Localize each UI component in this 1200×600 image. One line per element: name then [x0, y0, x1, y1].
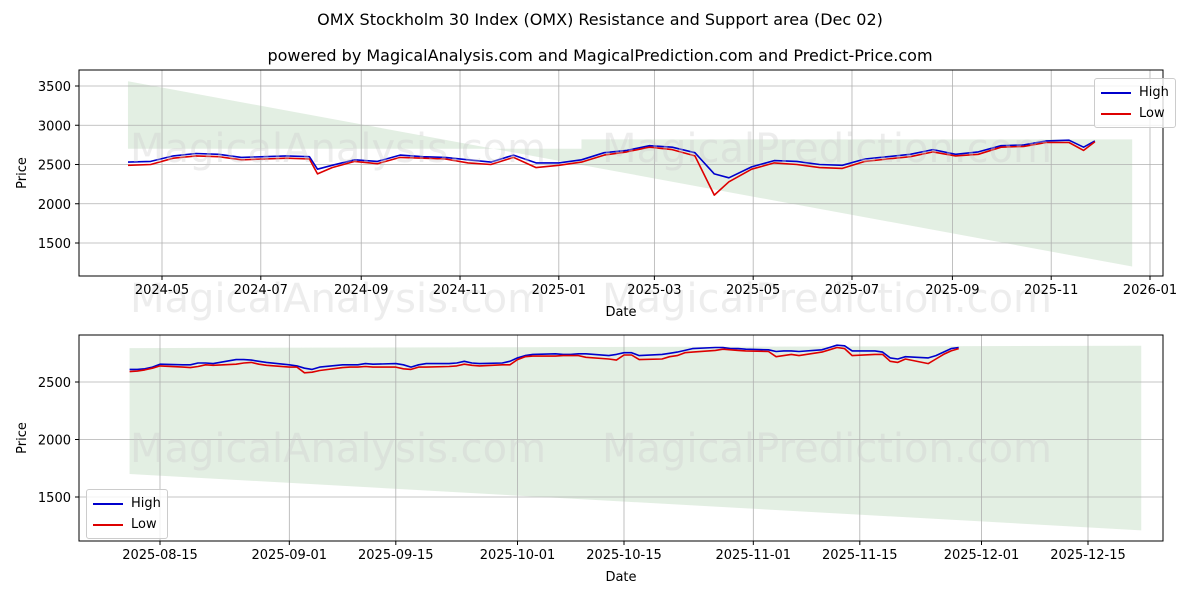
x-tick-label: 2024-11: [433, 283, 487, 298]
x-tick-label: 2025-09-15: [358, 548, 434, 563]
y-tick-label: 2500: [38, 376, 71, 391]
legend-item-high: High: [93, 493, 161, 514]
top-chart-legend: High Low: [1094, 78, 1176, 128]
low-price-line: [127, 141, 1096, 196]
y-tick-label: 2000: [38, 434, 71, 449]
plot-frame: [78, 334, 1164, 542]
resistance-support-band: [129, 345, 1142, 531]
x-tick-label: 2025-05: [726, 283, 780, 298]
y-tick-label: 1500: [38, 491, 71, 506]
y-tick-label: 2000: [38, 198, 71, 213]
x-tick-label: 2024-09: [334, 283, 388, 298]
x-tick-label: 2025-08-15: [122, 548, 198, 563]
bottom-chart-recent-range: MagicalAnalysis.com MagicalPrediction.com…: [15, 334, 1164, 585]
top-chart-full-range: MagicalAnalysis.com MagicalPrediction.com…: [15, 69, 1177, 322]
x-tick-label: 2025-10-15: [586, 548, 662, 563]
high-price-line: [127, 139, 1096, 179]
x-tick-label: 2025-11: [1024, 283, 1078, 298]
x-tick-label: 2025-07: [825, 283, 879, 298]
watermark: MagicalPrediction.com: [602, 276, 1052, 322]
low-price-line: [129, 346, 959, 374]
y-tick-label: 2500: [38, 159, 71, 174]
chart-title: OMX Stockholm 30 Index (OMX) Resistance …: [317, 10, 883, 29]
y-tick-label: 3000: [38, 119, 71, 134]
x-tick-label: 2025-11-01: [716, 548, 792, 563]
high-line-swatch-icon: [93, 502, 123, 505]
watermark: MagicalPrediction.com: [602, 426, 1052, 472]
high-price-line: [129, 344, 959, 371]
watermark: MagicalAnalysis.com: [130, 426, 546, 472]
x-tick-label: 2025-10-01: [480, 548, 556, 563]
y-axis-label: Price: [15, 422, 30, 454]
x-tick-label: 2025-03: [627, 283, 681, 298]
chart-subtitle: powered by MagicalAnalysis.com and Magic…: [267, 46, 933, 65]
x-tick-label: 2025-12-01: [944, 548, 1020, 563]
x-axis-label: Date: [605, 570, 636, 585]
y-axis-label: Price: [15, 157, 30, 189]
legend-item-high: High: [1101, 82, 1169, 103]
resistance-support-band: [127, 81, 582, 165]
x-tick-label: 2025-12-15: [1050, 548, 1126, 563]
x-tick-label: 2026-01: [1123, 283, 1177, 298]
x-tick-label: 2025-09: [925, 283, 979, 298]
y-tick-label: 1500: [38, 237, 71, 252]
x-tick-label: 2025-11-15: [822, 548, 898, 563]
plot-frame: [78, 69, 1164, 277]
low-line-swatch-icon: [1101, 112, 1131, 115]
y-tick-label: 3500: [38, 80, 71, 95]
high-line-swatch-icon: [1101, 91, 1131, 94]
legend-item-low: Low: [93, 514, 161, 535]
low-line-swatch-icon: [93, 523, 123, 526]
x-tick-label: 2024-07: [234, 283, 288, 298]
legend-item-low: Low: [1101, 103, 1169, 124]
watermark: MagicalAnalysis.com: [130, 126, 546, 172]
x-tick-label: 2025-01: [532, 283, 586, 298]
watermark: MagicalPrediction.com: [602, 126, 1052, 172]
x-tick-label: 2025-09-01: [252, 548, 328, 563]
x-tick-label: 2024-05: [135, 283, 189, 298]
watermark: MagicalAnalysis.com: [130, 276, 546, 322]
x-axis-label: Date: [605, 305, 636, 320]
bottom-chart-legend: High Low: [86, 489, 168, 539]
resistance-support-band: [581, 139, 1133, 267]
